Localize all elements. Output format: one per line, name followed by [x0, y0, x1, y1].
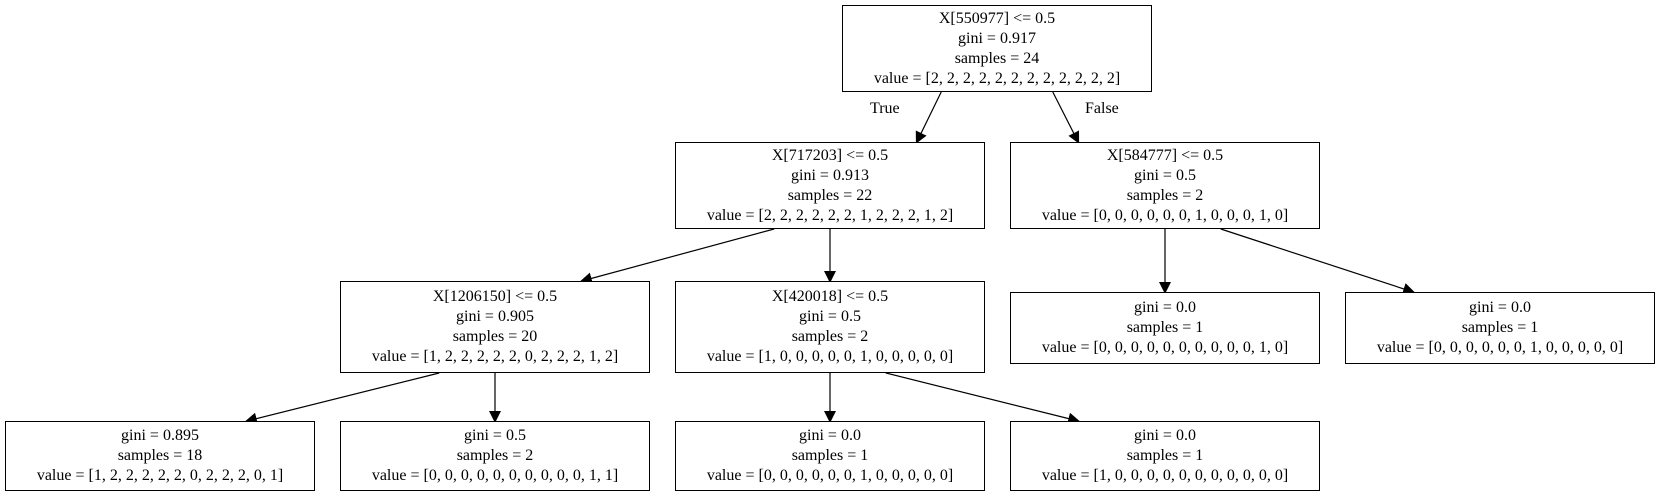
- node-split-rule: X[550977] <= 0.5: [938, 9, 1056, 27]
- tree-edge-n2-n6: [1220, 228, 1416, 295]
- node-value: value = [1, 2, 2, 2, 2, 2, 0, 2, 2, 2, 0…: [36, 467, 284, 484]
- tree-node-left-right: X[420018] <= 0.5 gini = 0.5 samples = 2 …: [675, 281, 985, 373]
- node-gini: gini = 0.0: [1134, 427, 1196, 444]
- node-samples: samples = 1: [1461, 319, 1539, 336]
- node-gini: gini = 0.0: [1134, 299, 1196, 316]
- tree-node-right: X[584777] <= 0.5 gini = 0.5 samples = 2 …: [1010, 142, 1320, 229]
- node-gini: gini = 0.5: [799, 308, 861, 325]
- tree-edge-n0-n2: [1052, 91, 1080, 144]
- node-value: value = [1, 0, 0, 0, 0, 0, 0, 0, 0, 0, 0…: [1041, 467, 1289, 484]
- node-gini: gini = 0.0: [1469, 299, 1531, 316]
- node-split-rule: X[1206150] <= 0.5: [432, 288, 558, 305]
- node-split-rule: X[717203] <= 0.5: [771, 146, 889, 164]
- node-gini: gini = 0.5: [1134, 166, 1196, 184]
- node-value: value = [0, 0, 0, 0, 0, 0, 1, 0, 0, 0, 1…: [1041, 206, 1289, 224]
- node-value: value = [1, 0, 0, 0, 0, 0, 1, 0, 0, 0, 0…: [706, 348, 954, 365]
- node-value: value = [1, 2, 2, 2, 2, 2, 0, 2, 2, 2, 1…: [371, 348, 619, 365]
- tree-leaf-right-left: gini = 0.0 samples = 1 value = [0, 0, 0,…: [1010, 292, 1320, 364]
- node-value: value = [0, 0, 0, 0, 0, 0, 1, 0, 0, 0, 0…: [1376, 339, 1624, 356]
- tree-node-left: X[717203] <= 0.5 gini = 0.913 samples = …: [675, 142, 985, 229]
- edge-label-false: False: [1085, 100, 1119, 117]
- tree-edge-n0-n1: [915, 91, 942, 144]
- node-value: value = [2, 2, 2, 2, 2, 2, 1, 2, 2, 2, 1…: [706, 206, 954, 224]
- node-samples: samples = 1: [1126, 447, 1204, 464]
- tree-edge-n1-n3: [579, 228, 775, 285]
- tree-node-root: X[550977] <= 0.5 gini = 0.917 samples = …: [842, 5, 1152, 92]
- node-samples: samples = 1: [1126, 319, 1204, 336]
- node-gini: gini = 0.0: [799, 427, 861, 444]
- node-samples: samples = 24: [954, 49, 1040, 67]
- node-value: value = [0, 0, 0, 0, 0, 0, 0, 0, 0, 0, 1…: [371, 467, 619, 484]
- node-samples: samples = 1: [791, 447, 869, 464]
- node-gini: gini = 0.913: [791, 166, 869, 184]
- tree-leaf-right-right: gini = 0.0 samples = 1 value = [0, 0, 0,…: [1345, 292, 1655, 364]
- tree-node-left-left: X[1206150] <= 0.5 gini = 0.905 samples =…: [340, 281, 650, 373]
- node-samples: samples = 20: [452, 328, 538, 345]
- node-gini: gini = 0.895: [121, 427, 199, 444]
- node-gini: gini = 0.917: [958, 29, 1036, 47]
- node-samples: samples = 22: [787, 186, 873, 204]
- tree-edge-n4-n10: [885, 372, 1081, 425]
- node-split-rule: X[420018] <= 0.5: [771, 288, 889, 305]
- node-samples: samples = 2: [1126, 186, 1204, 204]
- tree-leaf-llr: gini = 0.5 samples = 2 value = [0, 0, 0,…: [340, 421, 650, 491]
- tree-leaf-lrl: gini = 0.0 samples = 1 value = [0, 0, 0,…: [675, 421, 985, 491]
- node-split-rule: X[584777] <= 0.5: [1106, 146, 1224, 164]
- node-gini: gini = 0.5: [464, 427, 526, 444]
- node-value: value = [0, 0, 0, 0, 0, 0, 1, 0, 0, 0, 0…: [706, 467, 954, 484]
- node-samples: samples = 2: [791, 328, 869, 345]
- node-samples: samples = 18: [117, 447, 203, 464]
- node-gini: gini = 0.905: [456, 308, 534, 325]
- tree-leaf-lrr: gini = 0.0 samples = 1 value = [1, 0, 0,…: [1010, 421, 1320, 491]
- tree-edge-n3-n7: [244, 372, 440, 425]
- node-samples: samples = 2: [456, 447, 534, 464]
- node-value: value = [2, 2, 2, 2, 2, 2, 2, 2, 2, 2, 2…: [873, 69, 1121, 87]
- node-value: value = [0, 0, 0, 0, 0, 0, 0, 0, 0, 0, 1…: [1041, 339, 1289, 356]
- edge-label-true: True: [870, 100, 900, 117]
- tree-leaf-lll: gini = 0.895 samples = 18 value = [1, 2,…: [5, 421, 315, 491]
